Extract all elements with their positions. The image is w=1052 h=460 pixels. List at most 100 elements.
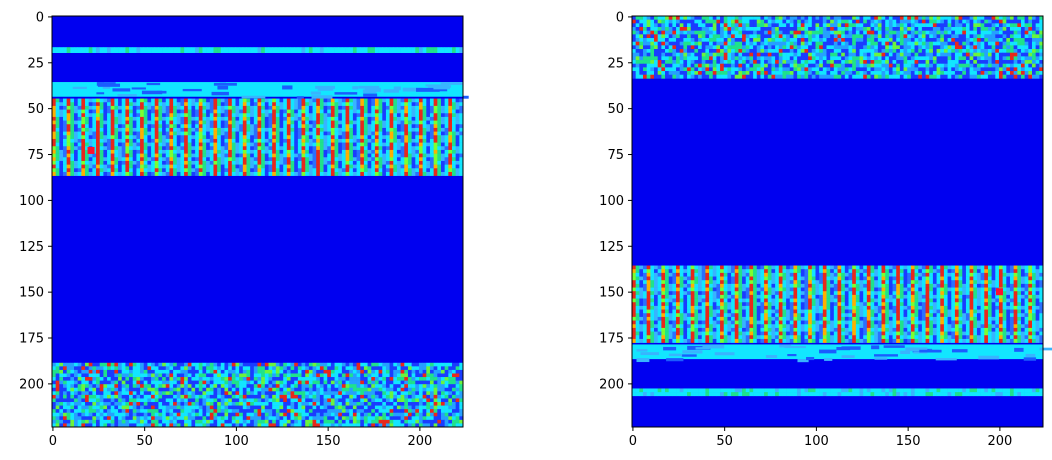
heatmap-cell: [393, 171, 398, 176]
heatmap-cell: [195, 47, 200, 53]
heatmap-cell: [1028, 19, 1033, 24]
heatmap-cell: [114, 146, 119, 151]
heatmap-cell: [272, 164, 277, 169]
heatmap-cell: [132, 124, 137, 129]
heatmap-cell: [217, 142, 222, 147]
heatmap-cell: [253, 105, 258, 110]
heatmap-cell: [407, 164, 412, 169]
heatmap-cell: [385, 142, 390, 147]
heatmap-cell: [99, 366, 104, 371]
heatmap-cell: [206, 380, 211, 385]
heatmap-cell: [213, 423, 218, 428]
heatmap-cell: [140, 402, 145, 406]
heatmap-cell: [374, 366, 379, 371]
heatmap-cell: [415, 135, 420, 140]
heatmap-cell: [345, 398, 350, 403]
heatmap-cell: [316, 102, 321, 107]
heatmap-cell: [110, 120, 115, 125]
heatmap-cell: [110, 98, 115, 103]
heatmap-cell: [327, 109, 332, 114]
heatmap-cell: [253, 171, 258, 176]
heatmap-cell: [66, 387, 71, 392]
heatmap-cell: [239, 135, 244, 140]
heatmap-cell: [947, 16, 952, 20]
heatmap-cell: [338, 405, 343, 410]
y-tick-label: 0: [36, 10, 44, 25]
heatmap-cell: [947, 19, 952, 24]
heatmap-cell: [826, 23, 831, 28]
heatmap-cell: [426, 153, 431, 158]
heatmap-cell: [294, 377, 299, 381]
heatmap-cell: [892, 19, 897, 24]
heatmap-cell: [198, 102, 203, 107]
heatmap-cell: [437, 168, 442, 173]
heatmap-cell: [734, 27, 739, 31]
heatmap-cell: [345, 164, 350, 169]
heatmap-cell: [136, 113, 141, 118]
heatmap-cell: [396, 171, 401, 176]
heatmap-cell: [165, 142, 170, 147]
heatmap-cell: [903, 27, 908, 31]
heatmap-cell: [418, 127, 423, 132]
heatmap-cell: [118, 164, 123, 169]
heatmap-cell: [341, 153, 346, 158]
heatmap-cell: [896, 16, 901, 20]
x-tick-label: 50: [136, 434, 153, 449]
heatmap-cell: [283, 135, 288, 140]
heatmap-cell: [114, 419, 119, 424]
heatmap-cell: [195, 369, 200, 374]
heatmap-cell: [264, 164, 269, 169]
heatmap-cell: [459, 146, 464, 151]
heatmap-cell: [330, 102, 335, 107]
heatmap-cell: [125, 124, 130, 129]
heatmap-cell: [940, 27, 945, 31]
heatmap-cell: [705, 23, 710, 28]
heatmap-cell: [374, 102, 379, 107]
heatmap-cell: [433, 423, 438, 428]
heatmap-cell: [70, 394, 75, 399]
heatmap-cell: [411, 419, 416, 424]
heatmap-cell: [352, 142, 357, 147]
heatmap-cell: [723, 27, 728, 31]
heatmap-cell: [429, 164, 434, 169]
heatmap-cell: [70, 102, 75, 107]
heatmap-cell: [165, 405, 170, 410]
heatmap-cell: [140, 120, 145, 125]
heatmap-cell: [147, 149, 152, 154]
heatmap-cell: [158, 391, 163, 396]
heatmap-cell: [330, 157, 335, 162]
heatmap-cell: [297, 398, 302, 403]
heatmap-cell: [96, 120, 101, 125]
heatmap-cell: [290, 409, 295, 414]
heatmap-cell: [709, 27, 714, 31]
heatmap-cell: [209, 409, 214, 414]
heatmap-cell: [246, 369, 251, 374]
heatmap-cell: [407, 362, 412, 367]
heatmap-cell: [184, 405, 189, 410]
heatmap-cell: [907, 19, 912, 24]
heatmap-cell: [305, 124, 310, 129]
heatmap-cell: [290, 135, 295, 140]
heatmap-cell: [184, 416, 189, 421]
heatmap-cell: [147, 171, 152, 176]
heatmap-cell: [455, 157, 460, 162]
heatmap-cell: [407, 402, 412, 406]
heatmap-cell: [206, 387, 211, 392]
heatmap-cell: [374, 164, 379, 169]
heatmap-cell: [389, 171, 394, 176]
heatmap-cell: [422, 127, 427, 132]
heatmap-cell: [59, 412, 64, 417]
heatmap-cell: [396, 47, 401, 53]
heatmap-cell: [393, 131, 398, 136]
heatmap-cell: [176, 98, 181, 103]
heatmap-cell: [422, 409, 427, 414]
heatmap-cell: [129, 149, 134, 154]
heatmap-cell: [187, 402, 192, 406]
heatmap-cell: [206, 405, 211, 410]
heatmap-cell: [852, 16, 857, 20]
heatmap-cell: [176, 146, 181, 151]
heatmap-cell: [107, 405, 112, 410]
heatmap-cell: [422, 142, 427, 147]
heatmap-cell: [705, 27, 710, 31]
heatmap-cell: [125, 116, 130, 121]
